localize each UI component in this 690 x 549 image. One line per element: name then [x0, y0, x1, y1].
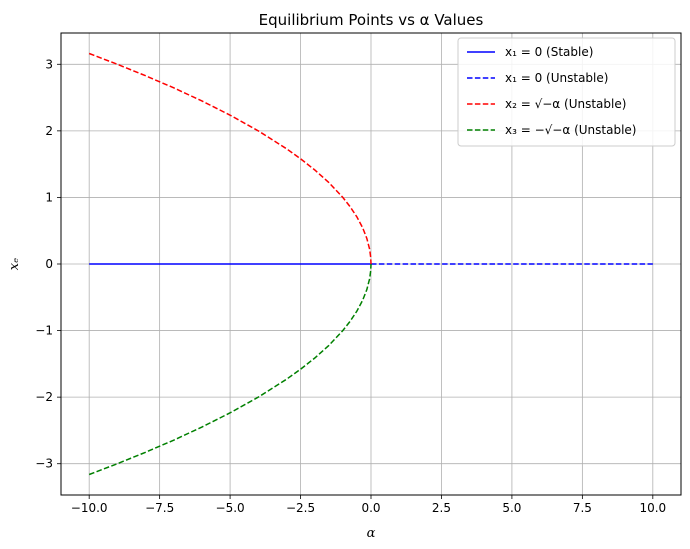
legend-box: [457, 37, 676, 147]
y-tick-label: 1: [45, 190, 53, 204]
series-line-4: [88, 263, 372, 476]
y-tick-label: −1: [35, 324, 53, 338]
x-tick-label: 5.0: [502, 501, 521, 515]
y-tick-label: 0: [45, 257, 53, 271]
y-tick-label: 2: [45, 124, 53, 138]
ticks: −10.0 −7.5 −5.0 −2.5 0.0 2.5 5.0 7.5 10.0 −3 −2 −1 0…: [35, 57, 666, 515]
y-tick-label: 3: [45, 57, 53, 71]
legend-label-2: x₁ = 0 (Unstable): [505, 71, 608, 85]
legend: x₁ = 0 (Stable) x₁ = 0 (Unstable) x₂ = √−α…: [457, 37, 676, 147]
series-line-3: [88, 52, 372, 265]
x-tick-label: 10.0: [639, 501, 666, 515]
x-tick-label: −7.5: [145, 501, 174, 515]
x-tick-label: 7.5: [573, 501, 592, 515]
series-group: [88, 52, 653, 476]
legend-label-4: x₃ = −√−α (Unstable): [505, 123, 636, 137]
chart-title: Equilibrium Points vs α Values: [259, 11, 484, 29]
y-tick-label: −2: [35, 390, 53, 404]
y-axis-label: xₑ: [7, 258, 22, 270]
x-tick-label: −10.0: [71, 501, 108, 515]
legend-label-3: x₂ = √−α (Unstable): [505, 97, 626, 111]
x-tick-label: −2.5: [286, 501, 315, 515]
x-tick-label: 0.0: [361, 501, 380, 515]
x-tick-label: −5.0: [216, 501, 245, 515]
legend-label-1: x₁ = 0 (Stable): [505, 45, 593, 59]
x-tick-label: 2.5: [432, 501, 451, 515]
x-axis-label: α: [367, 526, 376, 541]
y-tick-label: −3: [35, 457, 53, 471]
